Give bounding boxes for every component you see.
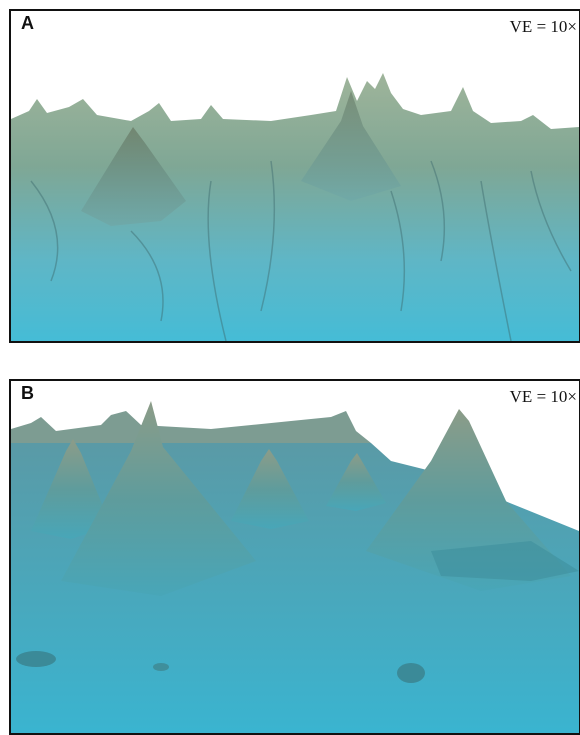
knoll [16, 651, 56, 667]
panel-a: A VE = 10× [9, 9, 580, 343]
knoll [397, 663, 425, 683]
panel-label: B [21, 383, 34, 404]
panel-b: B VE = 10× [9, 379, 580, 735]
panel-label: A [21, 13, 34, 34]
terrain-render [11, 11, 579, 341]
knoll [153, 663, 169, 671]
terrain-render [11, 381, 579, 733]
figure: A VE = 10× [0, 0, 580, 735]
annotation: VE = 10× [510, 387, 577, 407]
annotation: VE = 10× [510, 17, 577, 37]
